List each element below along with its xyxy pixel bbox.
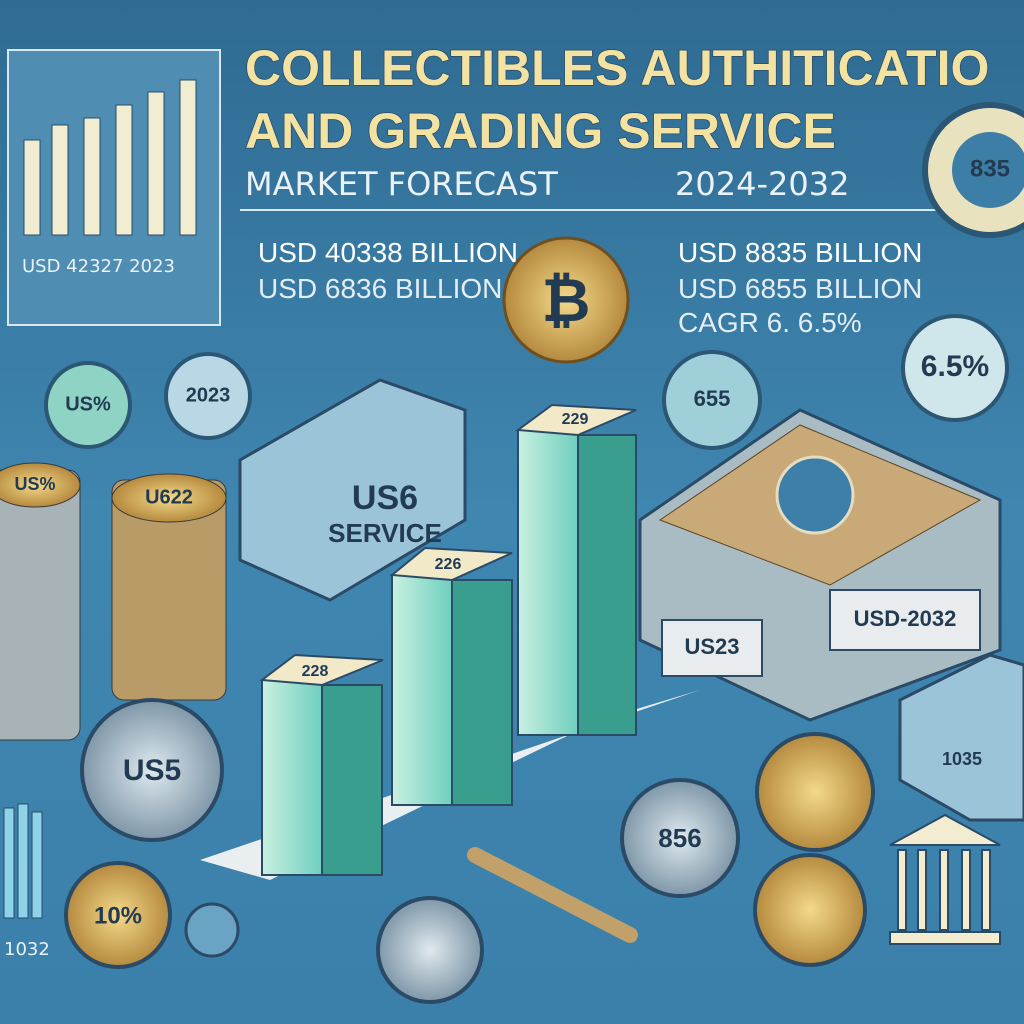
badge-text: USD-2032: [854, 606, 957, 631]
stat: USD 8835 BILLION: [678, 237, 922, 268]
badge-text: SERVICE: [328, 518, 442, 548]
coin-symbol: ₿: [542, 267, 591, 334]
gauge-core: [952, 132, 1024, 208]
mini-bars: [3, 803, 43, 919]
badge-text: US6: [352, 479, 418, 517]
badge-text: 229: [562, 411, 589, 428]
circle: [901, 314, 1009, 422]
coin: [64, 861, 172, 969]
badge-text: US5: [123, 754, 181, 787]
building: [889, 813, 1001, 945]
illustrated-bars: [259, 403, 637, 876]
title: COLLECTIBLES AUTHITICATIO: [245, 40, 989, 96]
period: 2024-2032: [675, 165, 849, 203]
box: [238, 378, 467, 602]
badge-text: 10%: [94, 902, 142, 929]
emblem: [775, 455, 855, 535]
coin-top: [111, 473, 227, 523]
coin: [502, 236, 630, 364]
badge-text: 856: [658, 823, 701, 853]
corner-label: 1032: [4, 939, 50, 960]
coin-stack: [0, 469, 227, 741]
badge-text: US%: [65, 393, 111, 415]
circle: [662, 350, 762, 450]
badge-text: 1035: [942, 749, 982, 769]
stat: USD 6836 BILLION: [258, 273, 502, 304]
coin: [184, 902, 240, 958]
pen: [467, 847, 638, 943]
badge-text: 655: [694, 386, 731, 411]
badge-text: 2023: [186, 384, 231, 406]
stat: USD 6855 BILLION: [678, 273, 922, 304]
badge-text: 228: [302, 663, 329, 680]
label: [661, 619, 763, 677]
circle: [164, 352, 252, 440]
badge-text: 226: [435, 556, 462, 573]
badge-text: 6.5%: [921, 350, 989, 383]
box: [898, 653, 1024, 822]
badge-text: 835: [970, 155, 1010, 182]
stat: CAGR 6. 6.5%: [678, 307, 862, 338]
coin: [376, 896, 484, 1004]
panel-caption: USD 42327 2023: [22, 256, 175, 277]
badge-text: US%: [14, 474, 55, 494]
circle: [44, 361, 132, 449]
subtitle: MARKET FORECAST: [245, 165, 558, 203]
label: [829, 589, 981, 651]
badge-text: US23: [684, 634, 739, 659]
badge-text: U622: [145, 486, 193, 508]
coin: [753, 853, 867, 967]
coin: [620, 778, 740, 898]
coin: [80, 698, 224, 842]
mini-bars: [23, 79, 197, 236]
stat: USD 40338 BILLION: [258, 237, 518, 268]
coin: [755, 732, 875, 852]
coin-top: [0, 462, 81, 508]
title: AND GRADING SERVICE: [245, 103, 836, 159]
